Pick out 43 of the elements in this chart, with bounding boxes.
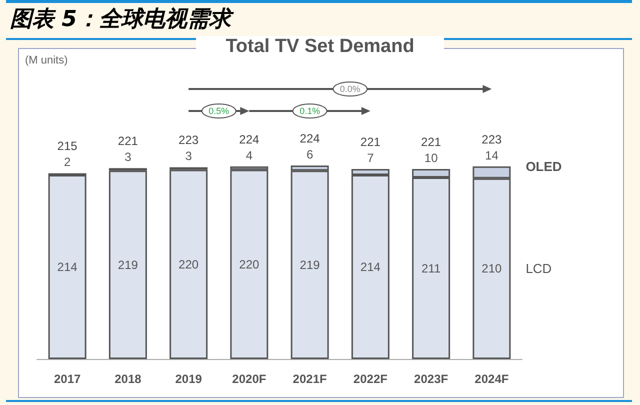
x-tick-label: 2021F bbox=[292, 372, 327, 386]
x-tick-label: 2019 bbox=[175, 372, 202, 386]
series-label: LCD bbox=[526, 261, 552, 276]
total-label: 224 bbox=[239, 132, 260, 146]
total-label: 221 bbox=[360, 134, 381, 149]
x-tick-label: 2020F bbox=[232, 372, 266, 386]
total-label: 221 bbox=[118, 134, 138, 148]
series-label: OLED bbox=[526, 158, 562, 174]
bar bbox=[48, 174, 86, 359]
data-label: 7 bbox=[367, 150, 374, 165]
x-tick-label: 2023F bbox=[414, 372, 448, 386]
data-label: 3 bbox=[124, 150, 132, 164]
bar bbox=[230, 170, 268, 359]
total-label: 215 bbox=[57, 139, 78, 154]
total-label: 224 bbox=[300, 132, 320, 146]
x-tick-label: 2017 bbox=[54, 372, 81, 386]
data-label: 211 bbox=[421, 261, 441, 276]
data-label: 219 bbox=[300, 258, 320, 272]
text: 0.1% bbox=[300, 106, 320, 116]
data-label: 220 bbox=[239, 257, 260, 272]
x-tick-label: 2022F bbox=[353, 372, 388, 386]
data-label: 2 bbox=[64, 155, 71, 170]
data-label: 214 bbox=[360, 260, 381, 274]
data-label: 210 bbox=[482, 262, 502, 276]
text: 0.5% bbox=[208, 106, 230, 116]
data-label: 214 bbox=[57, 260, 78, 274]
data-label: 14 bbox=[485, 148, 499, 162]
text: (M units) bbox=[25, 54, 68, 66]
bar bbox=[108, 170, 147, 359]
data-label: 6 bbox=[306, 148, 314, 162]
bar bbox=[170, 170, 208, 359]
data-label: 220 bbox=[178, 257, 199, 272]
chart-subtitle: Total TV Set Demand bbox=[196, 36, 444, 57]
total-label: 223 bbox=[482, 132, 502, 146]
data-label: 4 bbox=[246, 148, 253, 162]
total-label: 223 bbox=[178, 133, 199, 148]
text: 0.0% bbox=[340, 84, 360, 94]
x-tick-label: 2024F bbox=[474, 372, 509, 386]
data-label: 219 bbox=[118, 258, 138, 272]
x-tick-label: 2018 bbox=[114, 372, 142, 386]
data-label: 10 bbox=[424, 150, 438, 165]
data-label: 3 bbox=[185, 149, 192, 164]
total-label: 221 bbox=[421, 134, 442, 149]
